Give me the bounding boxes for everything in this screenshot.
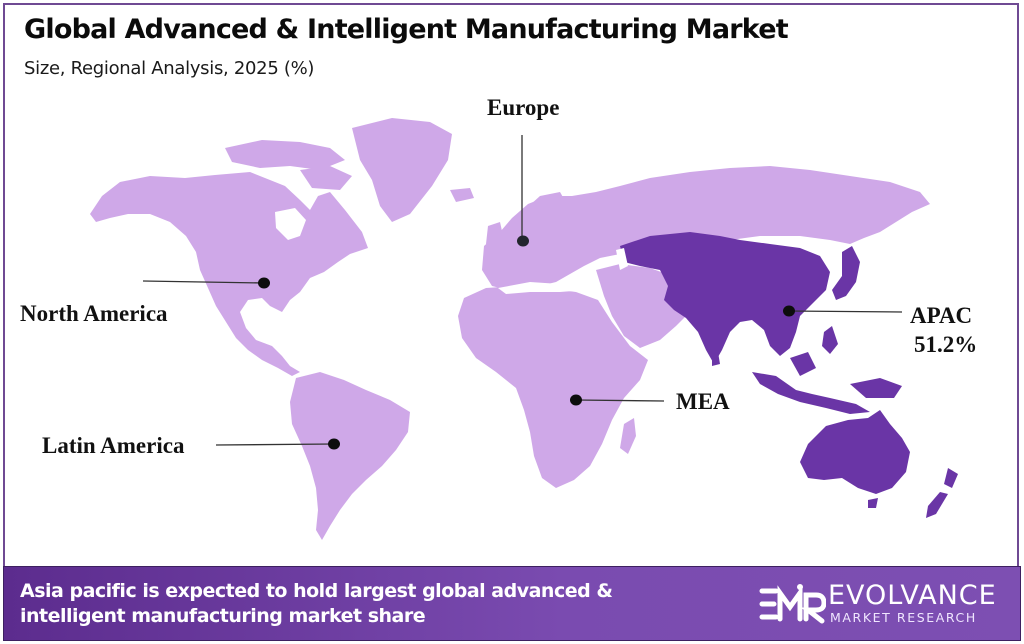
label-latin-america: Latin America [42, 433, 185, 458]
north-america [90, 172, 368, 376]
marker-mea [570, 394, 582, 406]
apac-region [620, 232, 958, 518]
asia-mainland [620, 232, 830, 364]
page-subtitle: Size, Regional Analysis, 2025 (%) [24, 58, 315, 79]
water-cutouts [252, 208, 628, 348]
brand-name: EVOLVANCE [828, 580, 997, 611]
marker-apac [783, 305, 795, 317]
south-america [290, 372, 410, 540]
label-north-america: North America [20, 301, 168, 326]
indonesia [752, 372, 870, 414]
greenland [352, 118, 452, 222]
mediterranean [498, 282, 586, 294]
label-apac: APAC [910, 303, 973, 328]
hudson-bay [275, 208, 306, 240]
japan [832, 246, 860, 300]
arctic-islands [225, 140, 345, 170]
region-markers [258, 235, 795, 450]
brand-tagline: MARKET RESEARCH [830, 610, 977, 625]
brand-logo: EVOLVANCE MARKET RESEARCH [758, 579, 1018, 631]
africa [458, 286, 648, 488]
new-zealand [944, 468, 958, 488]
world-map [90, 118, 958, 540]
label-europe: Europe [487, 95, 560, 120]
marker-europe [517, 235, 529, 247]
eurasia-north [482, 166, 930, 290]
label-mea: MEA [676, 389, 730, 414]
page-title: Global Advanced & Intelligent Manufactur… [24, 14, 789, 45]
marker-latin-america [328, 438, 340, 450]
gulf-of-mexico [252, 324, 296, 348]
australia [800, 410, 910, 494]
value-apac: 51.2% [914, 332, 978, 357]
emr-logo-icon [759, 584, 826, 624]
marker-north-america [258, 277, 270, 289]
middle-east [596, 264, 690, 348]
footer-insight-text: Asia pacific is expected to hold largest… [20, 580, 613, 627]
caspian [616, 248, 628, 270]
leader-lines [142, 135, 903, 446]
default-regions [90, 118, 930, 540]
footer-banner: Asia pacific is expected to hold largest… [3, 566, 1021, 641]
